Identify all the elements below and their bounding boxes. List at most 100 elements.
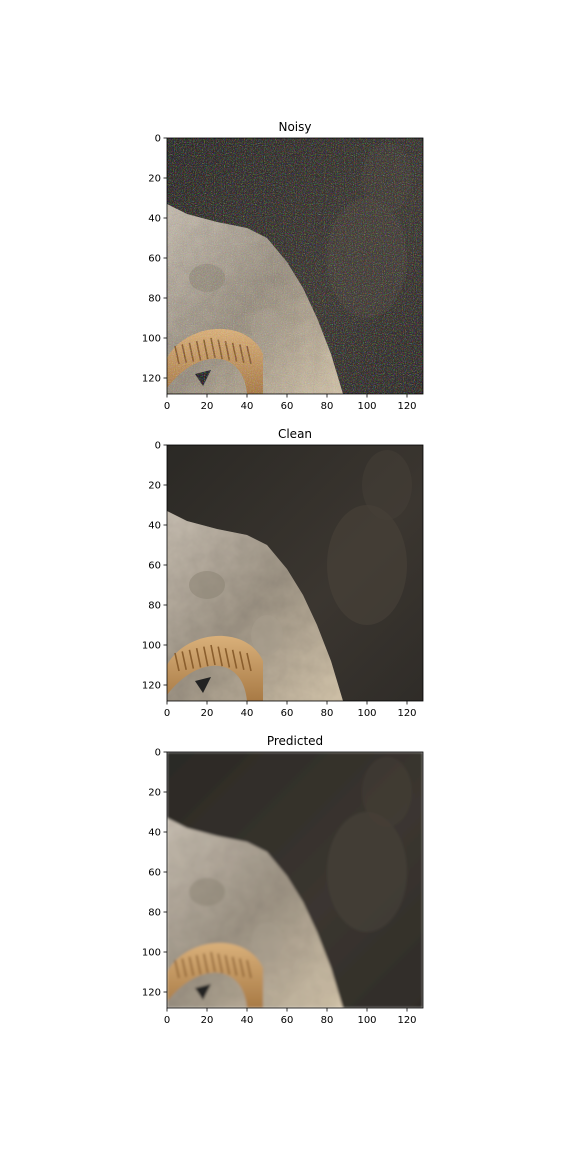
x-tick-label: 120 <box>397 708 416 719</box>
x-tick-label: 0 <box>164 708 170 719</box>
y-tick-label: 100 <box>142 641 161 652</box>
y-tick-label: 20 <box>148 174 161 185</box>
horn-ridge <box>188 956 195 976</box>
y-tick-label: 0 <box>155 748 161 759</box>
horn <box>167 328 263 394</box>
x-tick-label: 20 <box>201 708 214 719</box>
rock-patch <box>327 198 407 318</box>
horn-ridge <box>224 341 231 361</box>
y-tick-label: 80 <box>148 294 161 305</box>
horn-shadow <box>195 984 211 1000</box>
y-tick-label: 80 <box>148 601 161 612</box>
horn-ridge <box>246 345 252 365</box>
rock-shade <box>251 615 283 655</box>
panel-title: Clean <box>278 427 312 441</box>
horn-ridge <box>203 953 209 974</box>
x-tick-label: 100 <box>357 708 376 719</box>
horn-ridge <box>174 959 180 979</box>
horn-ridge <box>188 649 195 669</box>
x-tick-label: 80 <box>321 401 334 412</box>
x-tick-label: 80 <box>321 708 334 719</box>
horn-ridge <box>203 339 209 360</box>
rock-patch <box>362 143 412 213</box>
y-tick-label: 20 <box>148 481 161 492</box>
y-tick-label: 120 <box>142 681 161 692</box>
panel-noisy: Noisy 0 20 40 60 80 100 120 0 20 40 60 80 100 120 <box>142 120 424 412</box>
horn-ridge <box>239 651 245 670</box>
horn-ridge <box>174 345 180 365</box>
x-tick-label: 40 <box>241 708 254 719</box>
horn <box>167 942 263 1008</box>
rock-patch <box>362 757 412 827</box>
horn-ridge <box>239 958 245 977</box>
image-content <box>167 752 423 1008</box>
horn-ridge <box>181 344 187 363</box>
x-tick-label: 120 <box>397 1015 416 1026</box>
rock-patch <box>327 505 407 625</box>
rock-shadow <box>189 264 225 292</box>
horn-ridge <box>231 649 238 669</box>
horn-ridge <box>188 342 195 362</box>
image-content <box>167 445 423 701</box>
y-tick-label: 0 <box>155 134 161 145</box>
y-tick-label: 0 <box>155 441 161 452</box>
x-tick-label: 100 <box>357 1015 376 1026</box>
horn-ridge <box>224 648 231 668</box>
horn-ridge <box>174 652 180 672</box>
horn-ridge <box>239 344 245 363</box>
horn-ridge <box>217 646 223 667</box>
horn-ridge <box>181 958 187 977</box>
image-content <box>167 138 423 394</box>
horn-ridge <box>217 339 223 360</box>
rock-shadow <box>189 571 225 599</box>
panel-clean: Clean 0 20 40 60 80 100 120 0 20 40 60 80 100 120 <box>142 427 424 719</box>
y-tick-label: 60 <box>148 561 161 572</box>
y-tick-label: 40 <box>148 214 161 225</box>
x-tick-label: 20 <box>201 1015 214 1026</box>
horn-shadow <box>195 370 211 386</box>
horn-ridge <box>210 644 216 666</box>
axis-frame <box>166 751 424 1009</box>
y-tick-label: 120 <box>142 988 161 999</box>
x-tick-label: 60 <box>281 401 294 412</box>
rock-shade <box>251 922 283 962</box>
horn <box>167 635 263 701</box>
x-tick-label: 0 <box>164 1015 170 1026</box>
y-tick-label: 60 <box>148 254 161 265</box>
rock-patch <box>362 450 412 520</box>
horn-ridge <box>231 342 238 362</box>
panel-title: Noisy <box>278 120 311 134</box>
axis-frame <box>166 137 424 395</box>
horn-ridge <box>246 652 252 672</box>
y-tick-label: 80 <box>148 908 161 919</box>
x-tick-label: 40 <box>241 1015 254 1026</box>
x-tick-label: 120 <box>397 401 416 412</box>
axis-frame <box>166 444 424 702</box>
horn-ridge <box>195 648 202 668</box>
panel-predicted: Predicted 0 20 40 60 80 100 120 0 20 40 60 80 100 120 <box>142 734 424 1026</box>
horn-shadow <box>195 677 211 693</box>
horn-ridge <box>210 951 216 973</box>
x-tick-label: 40 <box>241 401 254 412</box>
rock-shadow <box>189 878 225 906</box>
horn-ridge <box>203 646 209 667</box>
y-tick-label: 120 <box>142 374 161 385</box>
horn-ridge <box>195 341 202 361</box>
x-tick-label: 60 <box>281 708 294 719</box>
y-tick-label: 100 <box>142 948 161 959</box>
horn-ridge <box>231 956 238 976</box>
panel-title: Predicted <box>267 734 323 748</box>
x-tick-label: 0 <box>164 401 170 412</box>
rock-patch <box>327 812 407 932</box>
y-tick-label: 20 <box>148 788 161 799</box>
horn-ridge <box>246 959 252 979</box>
x-tick-label: 20 <box>201 401 214 412</box>
rock-shade <box>251 308 283 348</box>
y-tick-label: 40 <box>148 828 161 839</box>
horn-ridge <box>195 955 202 975</box>
horn-ridge <box>224 955 231 975</box>
horn-ridge <box>181 651 187 670</box>
x-tick-label: 80 <box>321 1015 334 1026</box>
x-tick-label: 60 <box>281 1015 294 1026</box>
